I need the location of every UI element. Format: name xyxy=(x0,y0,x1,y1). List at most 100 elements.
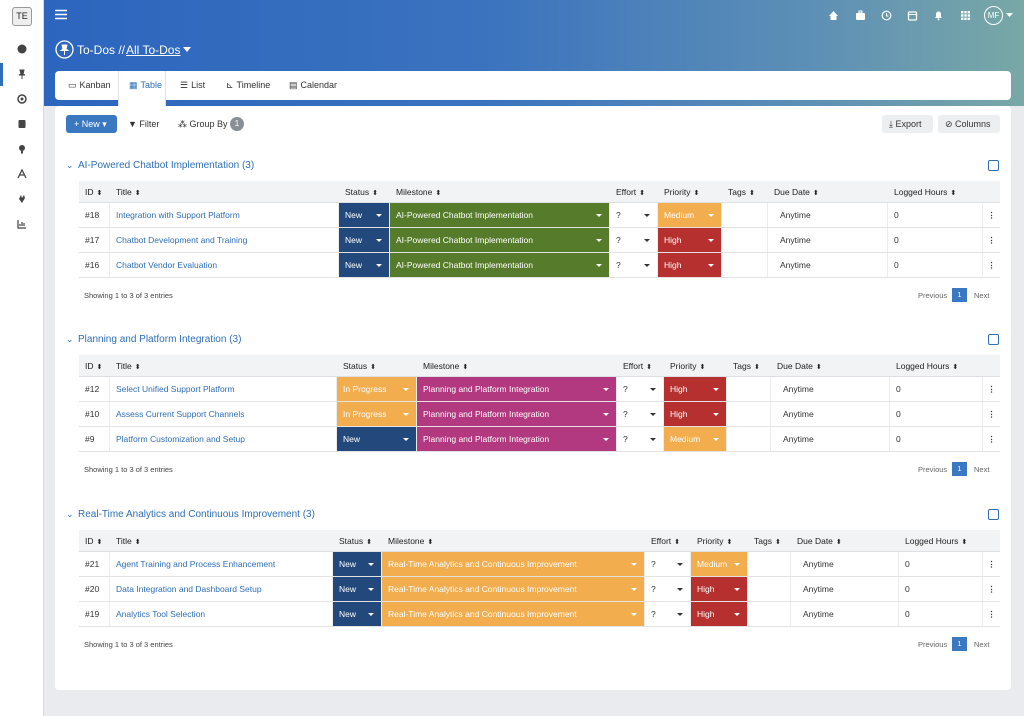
previous-button[interactable]: Previous xyxy=(918,465,948,474)
milestone-dropdown[interactable]: Real-Time Analytics and Continuous Impro… xyxy=(382,577,645,601)
effort-dropdown[interactable]: ? xyxy=(645,602,691,626)
status-dropdown[interactable]: New xyxy=(333,552,382,576)
status-dropdown[interactable]: In Progress xyxy=(337,402,417,426)
column-header[interactable]: Logged Hours ⬍ xyxy=(888,181,983,202)
task-title-link[interactable]: Chatbot Development and Training xyxy=(110,228,339,252)
todos-icon[interactable] xyxy=(17,69,27,79)
column-header[interactable]: Title ⬍ xyxy=(110,355,337,376)
row-actions[interactable]: ⋮ xyxy=(987,260,996,270)
column-header[interactable]: Milestone ⬍ xyxy=(390,181,610,202)
dashboard-icon[interactable] xyxy=(17,44,27,54)
column-header[interactable]: Priority ⬍ xyxy=(658,181,722,202)
row-actions[interactable]: ⋮ xyxy=(987,434,996,444)
due-date-cell[interactable]: Anytime xyxy=(791,602,899,626)
priority-dropdown[interactable]: Medium xyxy=(691,552,748,576)
group-by-button[interactable]: ⁂ Group By xyxy=(178,119,228,129)
due-date-cell[interactable]: Anytime xyxy=(791,552,899,576)
avatar[interactable]: MF xyxy=(984,6,1003,25)
tab[interactable]: ▭ Kanban xyxy=(68,80,111,90)
calendar-icon[interactable] xyxy=(907,10,918,21)
next-button[interactable]: Next xyxy=(974,291,990,300)
column-header[interactable]: Tags ⬍ xyxy=(748,530,791,551)
column-header[interactable]: Effort ⬍ xyxy=(645,530,691,551)
collapse-chevron[interactable]: ⌄ xyxy=(66,509,74,519)
columns-button[interactable]: ⊘ Columns xyxy=(938,115,1000,133)
tab[interactable]: ☰ List xyxy=(180,80,206,90)
menu-icon[interactable] xyxy=(55,9,67,20)
effort-dropdown[interactable]: ? xyxy=(617,402,664,426)
column-header[interactable]: ID ⬍ xyxy=(79,181,110,202)
reports-icon[interactable] xyxy=(17,219,27,229)
row-actions[interactable]: ⋮ xyxy=(987,235,996,245)
status-dropdown[interactable]: New xyxy=(339,253,390,277)
priority-dropdown[interactable]: Medium xyxy=(658,203,722,227)
row-actions[interactable]: ⋮ xyxy=(987,210,996,220)
group-title[interactable]: Real-Time Analytics and Continuous Impro… xyxy=(78,509,315,520)
notes-icon[interactable] xyxy=(17,119,27,129)
column-header[interactable]: Effort ⬍ xyxy=(617,355,664,376)
status-dropdown[interactable]: New xyxy=(333,577,382,601)
milestone-dropdown[interactable]: AI-Powered Chatbot Implementation xyxy=(390,228,610,252)
filter-button[interactable]: ▼ Filter xyxy=(128,119,160,129)
column-header[interactable]: Status ⬍ xyxy=(333,530,382,551)
column-header[interactable]: Milestone ⬍ xyxy=(382,530,645,551)
column-header[interactable]: Logged Hours ⬍ xyxy=(890,355,983,376)
export-button[interactable]: ⤓ Export xyxy=(882,115,933,133)
column-header[interactable]: Title ⬍ xyxy=(110,530,333,551)
column-header[interactable]: Tags ⬍ xyxy=(722,181,768,202)
milestone-dropdown[interactable]: AI-Powered Chatbot Implementation xyxy=(390,203,610,227)
due-date-cell[interactable]: Anytime xyxy=(768,253,888,277)
status-dropdown[interactable]: New xyxy=(339,203,390,227)
row-actions[interactable]: ⋮ xyxy=(987,384,996,394)
milestone-dropdown[interactable]: Planning and Platform Integration xyxy=(417,402,617,426)
column-header[interactable]: Title ⬍ xyxy=(110,181,339,202)
task-title-link[interactable]: Chatbot Vendor Evaluation xyxy=(110,253,339,277)
tab[interactable]: ⊾ Timeline xyxy=(226,80,271,90)
new-button[interactable]: + New ▾ xyxy=(66,115,117,133)
milestone-dropdown[interactable]: Planning and Platform Integration xyxy=(417,427,617,451)
clock-icon[interactable] xyxy=(881,10,892,21)
task-title-link[interactable]: Assess Current Support Channels xyxy=(110,402,337,426)
priority-dropdown[interactable]: High xyxy=(664,402,727,426)
milestone-dropdown[interactable]: AI-Powered Chatbot Implementation xyxy=(390,253,610,277)
previous-button[interactable]: Previous xyxy=(918,640,948,649)
column-header[interactable]: ID ⬍ xyxy=(79,355,110,376)
status-dropdown[interactable]: New xyxy=(333,602,382,626)
view-selector[interactable]: All To-Dos xyxy=(126,43,181,57)
home-icon[interactable] xyxy=(828,10,839,21)
due-date-cell[interactable]: Anytime xyxy=(768,203,888,227)
due-date-cell[interactable]: Anytime xyxy=(791,577,899,601)
column-header[interactable]: Status ⬍ xyxy=(339,181,390,202)
next-button[interactable]: Next xyxy=(974,640,990,649)
effort-dropdown[interactable]: ? xyxy=(610,228,658,252)
effort-dropdown[interactable]: ? xyxy=(645,577,691,601)
priority-dropdown[interactable]: High xyxy=(691,602,748,626)
habits-icon[interactable] xyxy=(17,194,27,204)
tab-active[interactable]: ▦ Table xyxy=(118,71,166,106)
logo[interactable]: TE xyxy=(12,7,32,26)
due-date-cell[interactable]: Anytime xyxy=(771,377,890,401)
column-header[interactable]: Due Date ⬍ xyxy=(768,181,888,202)
status-dropdown[interactable]: New xyxy=(339,228,390,252)
column-header[interactable]: Status ⬍ xyxy=(337,355,417,376)
briefcase-icon[interactable] xyxy=(855,10,866,21)
next-button[interactable]: Next xyxy=(974,465,990,474)
task-title-link[interactable]: Data Integration and Dashboard Setup xyxy=(110,577,333,601)
priority-dropdown[interactable]: High xyxy=(658,253,722,277)
milestone-dropdown[interactable]: Planning and Platform Integration xyxy=(417,377,617,401)
effort-dropdown[interactable]: ? xyxy=(610,253,658,277)
row-actions[interactable]: ⋮ xyxy=(987,609,996,619)
group-title[interactable]: Planning and Platform Integration (3) xyxy=(78,334,242,345)
task-title-link[interactable]: Integration with Support Platform xyxy=(110,203,339,227)
tab[interactable]: ▤ Calendar xyxy=(289,80,338,90)
effort-dropdown[interactable]: ? xyxy=(610,203,658,227)
goals-icon[interactable] xyxy=(17,94,27,104)
status-dropdown[interactable]: New xyxy=(337,427,417,451)
ideas-icon[interactable] xyxy=(17,144,27,154)
due-date-cell[interactable]: Anytime xyxy=(771,427,890,451)
column-header[interactable]: Priority ⬍ xyxy=(664,355,727,376)
view-caret[interactable] xyxy=(183,47,191,52)
apps-icon[interactable] xyxy=(960,10,971,21)
column-header[interactable]: Logged Hours ⬍ xyxy=(899,530,983,551)
column-header[interactable]: ID ⬍ xyxy=(79,530,110,551)
